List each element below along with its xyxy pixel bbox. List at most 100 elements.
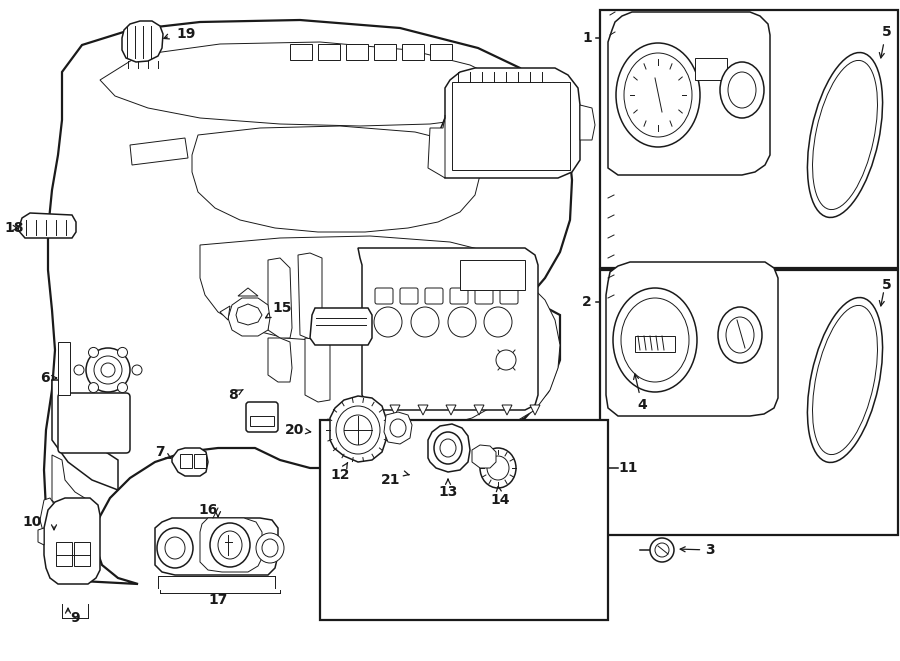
Text: 3: 3	[680, 543, 715, 557]
Polygon shape	[390, 405, 400, 415]
Text: 7: 7	[155, 445, 171, 459]
Polygon shape	[318, 44, 340, 60]
FancyBboxPatch shape	[400, 288, 418, 304]
Ellipse shape	[262, 539, 278, 557]
Polygon shape	[236, 304, 262, 325]
Ellipse shape	[813, 60, 878, 210]
Bar	[452, 82, 570, 170]
Text: 15: 15	[266, 301, 292, 318]
Bar	[635, 336, 675, 352]
Polygon shape	[48, 552, 65, 580]
Ellipse shape	[165, 537, 185, 559]
Text: 18: 18	[4, 221, 23, 235]
Polygon shape	[580, 105, 595, 140]
Polygon shape	[268, 258, 292, 338]
Polygon shape	[310, 308, 372, 345]
Polygon shape	[200, 518, 262, 572]
Polygon shape	[474, 405, 484, 415]
Ellipse shape	[101, 363, 115, 377]
Ellipse shape	[94, 356, 122, 384]
Polygon shape	[440, 68, 580, 178]
Ellipse shape	[728, 72, 756, 108]
Ellipse shape	[621, 298, 689, 382]
Polygon shape	[502, 405, 512, 415]
Ellipse shape	[132, 365, 142, 375]
Polygon shape	[52, 455, 88, 520]
Ellipse shape	[487, 456, 509, 480]
Polygon shape	[58, 342, 70, 395]
Ellipse shape	[813, 305, 878, 455]
Ellipse shape	[74, 365, 84, 375]
Bar	[180, 454, 192, 468]
Text: 17: 17	[208, 593, 228, 607]
Polygon shape	[430, 44, 452, 60]
Ellipse shape	[118, 383, 128, 393]
Ellipse shape	[496, 350, 516, 370]
Polygon shape	[608, 12, 770, 175]
Text: 1: 1	[582, 31, 592, 45]
Text: 13: 13	[438, 479, 458, 499]
Bar	[194, 454, 206, 468]
Polygon shape	[44, 20, 572, 584]
Ellipse shape	[448, 307, 476, 337]
Ellipse shape	[86, 348, 130, 392]
Text: 16: 16	[198, 503, 218, 517]
Text: 9: 9	[70, 611, 80, 625]
Text: 21: 21	[381, 473, 400, 487]
Text: 20: 20	[285, 423, 310, 437]
Text: 8: 8	[228, 388, 243, 402]
Polygon shape	[402, 44, 424, 60]
Text: 4: 4	[634, 374, 647, 412]
Polygon shape	[80, 28, 510, 80]
Ellipse shape	[88, 383, 98, 393]
Ellipse shape	[616, 43, 700, 147]
Ellipse shape	[256, 533, 284, 563]
Polygon shape	[290, 44, 312, 60]
Ellipse shape	[807, 52, 883, 217]
Polygon shape	[52, 380, 118, 490]
Polygon shape	[38, 528, 44, 545]
Polygon shape	[220, 306, 230, 320]
Bar	[56, 542, 72, 566]
Polygon shape	[446, 405, 456, 415]
Text: 19: 19	[176, 27, 195, 41]
Bar	[74, 542, 90, 566]
FancyBboxPatch shape	[450, 288, 468, 304]
Text: 11: 11	[618, 461, 637, 475]
Polygon shape	[606, 262, 778, 416]
Polygon shape	[330, 396, 386, 462]
Polygon shape	[374, 44, 396, 60]
Text: 5: 5	[882, 25, 892, 39]
FancyBboxPatch shape	[58, 393, 130, 453]
Ellipse shape	[807, 297, 883, 463]
Ellipse shape	[218, 531, 242, 559]
Polygon shape	[346, 44, 368, 60]
Polygon shape	[130, 138, 188, 165]
Ellipse shape	[210, 523, 250, 567]
Polygon shape	[172, 448, 208, 476]
Polygon shape	[18, 213, 76, 238]
Polygon shape	[298, 253, 322, 340]
Ellipse shape	[440, 439, 456, 457]
Polygon shape	[44, 498, 100, 584]
Ellipse shape	[411, 307, 439, 337]
FancyBboxPatch shape	[425, 288, 443, 304]
Bar	[320, 420, 608, 620]
Polygon shape	[450, 270, 560, 440]
Polygon shape	[122, 21, 163, 62]
Polygon shape	[155, 518, 278, 575]
Polygon shape	[428, 424, 470, 472]
Ellipse shape	[622, 354, 638, 372]
Polygon shape	[362, 405, 372, 415]
Polygon shape	[228, 298, 270, 336]
Bar	[695, 58, 727, 80]
Polygon shape	[358, 248, 538, 410]
Polygon shape	[418, 405, 428, 415]
FancyBboxPatch shape	[246, 402, 278, 432]
Text: 5: 5	[882, 278, 892, 292]
Text: 6: 6	[40, 371, 57, 385]
Ellipse shape	[718, 307, 762, 363]
Polygon shape	[428, 115, 445, 178]
FancyBboxPatch shape	[475, 288, 493, 304]
Polygon shape	[192, 126, 480, 232]
